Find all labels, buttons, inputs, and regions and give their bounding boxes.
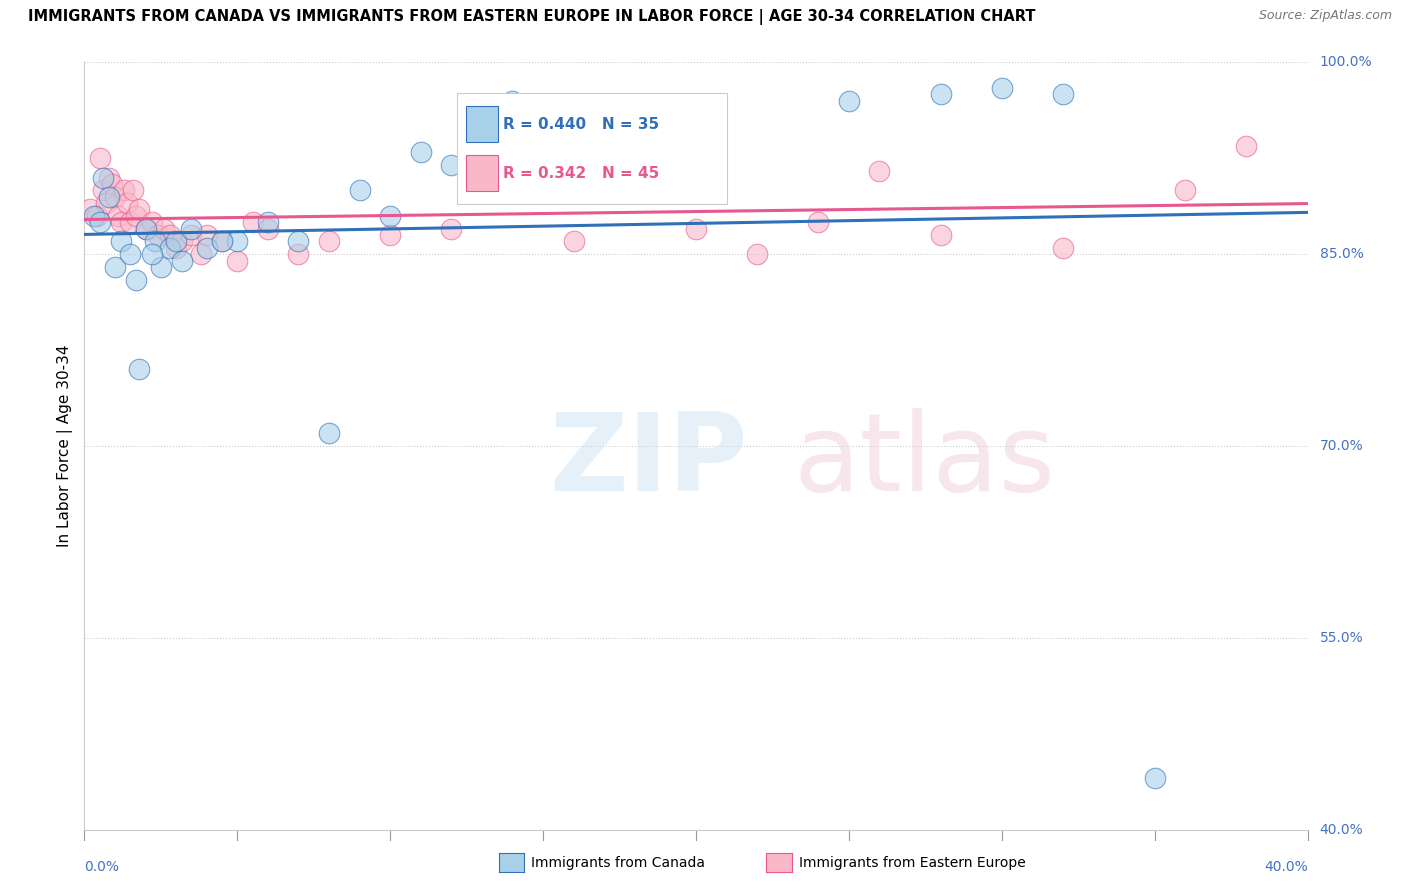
Point <box>112 183 135 197</box>
Point <box>349 183 371 197</box>
Point <box>172 253 194 268</box>
Point <box>1052 241 1074 255</box>
Point <box>97 190 120 204</box>
Text: Immigrants from Canada: Immigrants from Canada <box>531 855 706 870</box>
Point <box>440 158 463 172</box>
Point <box>195 228 218 243</box>
Point <box>146 228 169 243</box>
Point <box>991 81 1014 95</box>
Point <box>91 170 114 185</box>
Text: 40.0%: 40.0% <box>1264 860 1308 874</box>
Point <box>1236 138 1258 153</box>
Point <box>624 138 647 153</box>
Text: 70.0%: 70.0% <box>1320 439 1364 453</box>
Text: IMMIGRANTS FROM CANADA VS IMMIGRANTS FROM EASTERN EUROPE IN LABOR FORCE | AGE 30: IMMIGRANTS FROM CANADA VS IMMIGRANTS FRO… <box>28 9 1036 25</box>
Text: Immigrants from Eastern Europe: Immigrants from Eastern Europe <box>799 855 1025 870</box>
Point <box>94 196 117 211</box>
Point <box>104 190 127 204</box>
Point <box>122 183 145 197</box>
Point <box>89 215 111 229</box>
Point <box>1143 772 1166 786</box>
Point <box>838 94 860 108</box>
Point <box>257 215 280 229</box>
Point <box>562 235 585 249</box>
Point <box>287 235 309 249</box>
Point <box>125 273 148 287</box>
Point <box>141 247 163 261</box>
Point <box>257 221 280 235</box>
Point <box>159 241 181 255</box>
Point <box>128 362 150 376</box>
Text: 55.0%: 55.0% <box>1320 631 1364 645</box>
Point <box>318 426 340 441</box>
Point <box>1174 183 1197 197</box>
Text: 0.0%: 0.0% <box>84 860 120 874</box>
Point <box>226 253 249 268</box>
Point <box>929 228 952 243</box>
Point <box>120 247 142 261</box>
Point <box>440 221 463 235</box>
Point <box>141 215 163 229</box>
Point <box>685 106 707 120</box>
Point <box>869 164 891 178</box>
Point <box>107 209 129 223</box>
Point <box>125 209 148 223</box>
Point <box>97 170 120 185</box>
Point <box>159 228 181 243</box>
Point <box>211 235 233 249</box>
Point <box>135 221 157 235</box>
Point <box>1052 87 1074 102</box>
Point <box>89 151 111 165</box>
Point <box>226 235 249 249</box>
Point <box>807 215 830 229</box>
Point <box>128 202 150 217</box>
Point <box>190 247 212 261</box>
Point <box>143 235 166 249</box>
Point <box>83 209 105 223</box>
Point <box>180 221 202 235</box>
Point <box>149 260 172 274</box>
Point <box>747 247 769 261</box>
Y-axis label: In Labor Force | Age 30-34: In Labor Force | Age 30-34 <box>58 344 73 548</box>
Text: atlas: atlas <box>794 409 1056 515</box>
Point <box>685 221 707 235</box>
Text: ZIP: ZIP <box>550 409 748 515</box>
Point <box>86 209 108 223</box>
Point <box>502 94 524 108</box>
Point <box>165 235 187 249</box>
Point <box>287 247 309 261</box>
Point <box>79 202 101 217</box>
Point <box>101 177 124 191</box>
Text: 85.0%: 85.0% <box>1320 247 1364 261</box>
Text: 40.0%: 40.0% <box>1320 822 1364 837</box>
Point <box>180 228 202 243</box>
Point <box>153 221 176 235</box>
Point <box>211 235 233 249</box>
Point <box>110 215 132 229</box>
Point <box>172 235 194 249</box>
Point <box>135 221 157 235</box>
Point <box>929 87 952 102</box>
Point <box>409 145 432 159</box>
Point <box>195 241 218 255</box>
Text: Source: ZipAtlas.com: Source: ZipAtlas.com <box>1258 9 1392 22</box>
Point <box>115 196 138 211</box>
Point <box>502 158 524 172</box>
Point <box>593 112 616 127</box>
Text: 100.0%: 100.0% <box>1320 55 1372 70</box>
Point <box>120 215 142 229</box>
Point <box>242 215 264 229</box>
Point <box>104 260 127 274</box>
Point <box>380 209 402 223</box>
Point <box>318 235 340 249</box>
Point <box>380 228 402 243</box>
Point <box>165 241 187 255</box>
Point <box>110 235 132 249</box>
Point <box>91 183 114 197</box>
